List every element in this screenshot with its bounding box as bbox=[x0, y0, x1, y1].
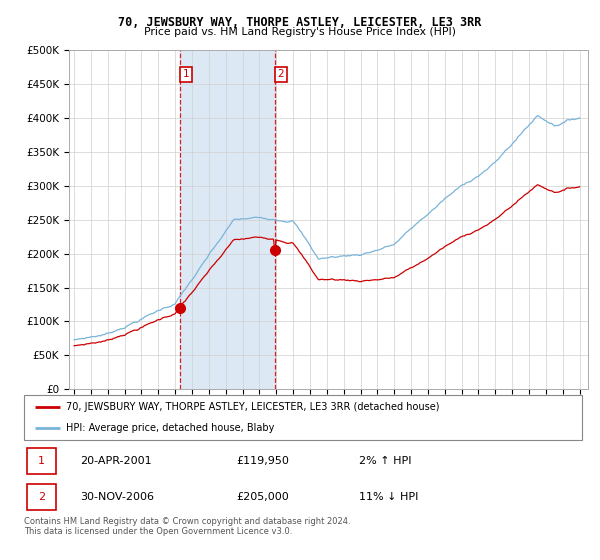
Text: 2: 2 bbox=[38, 492, 45, 502]
Text: 70, JEWSBURY WAY, THORPE ASTLEY, LEICESTER, LE3 3RR (detached house): 70, JEWSBURY WAY, THORPE ASTLEY, LEICEST… bbox=[66, 402, 439, 412]
Text: Price paid vs. HM Land Registry's House Price Index (HPI): Price paid vs. HM Land Registry's House … bbox=[144, 27, 456, 37]
Text: £205,000: £205,000 bbox=[236, 492, 289, 502]
Bar bbox=[180, 50, 275, 389]
FancyBboxPatch shape bbox=[27, 484, 56, 510]
Text: HPI: Average price, detached house, Blaby: HPI: Average price, detached house, Blab… bbox=[66, 423, 274, 433]
Text: 11% ↓ HPI: 11% ↓ HPI bbox=[359, 492, 418, 502]
Text: 70, JEWSBURY WAY, THORPE ASTLEY, LEICESTER, LE3 3RR: 70, JEWSBURY WAY, THORPE ASTLEY, LEICEST… bbox=[118, 16, 482, 29]
Text: 2% ↑ HPI: 2% ↑ HPI bbox=[359, 456, 412, 465]
Text: 20-APR-2001: 20-APR-2001 bbox=[80, 456, 151, 465]
Text: 1: 1 bbox=[182, 69, 189, 79]
Text: 30-NOV-2006: 30-NOV-2006 bbox=[80, 492, 154, 502]
Text: 1: 1 bbox=[38, 456, 45, 465]
FancyBboxPatch shape bbox=[24, 395, 582, 440]
FancyBboxPatch shape bbox=[27, 447, 56, 474]
Text: 2: 2 bbox=[277, 69, 284, 79]
Text: Contains HM Land Registry data © Crown copyright and database right 2024.
This d: Contains HM Land Registry data © Crown c… bbox=[24, 517, 350, 536]
Text: £119,950: £119,950 bbox=[236, 456, 289, 465]
